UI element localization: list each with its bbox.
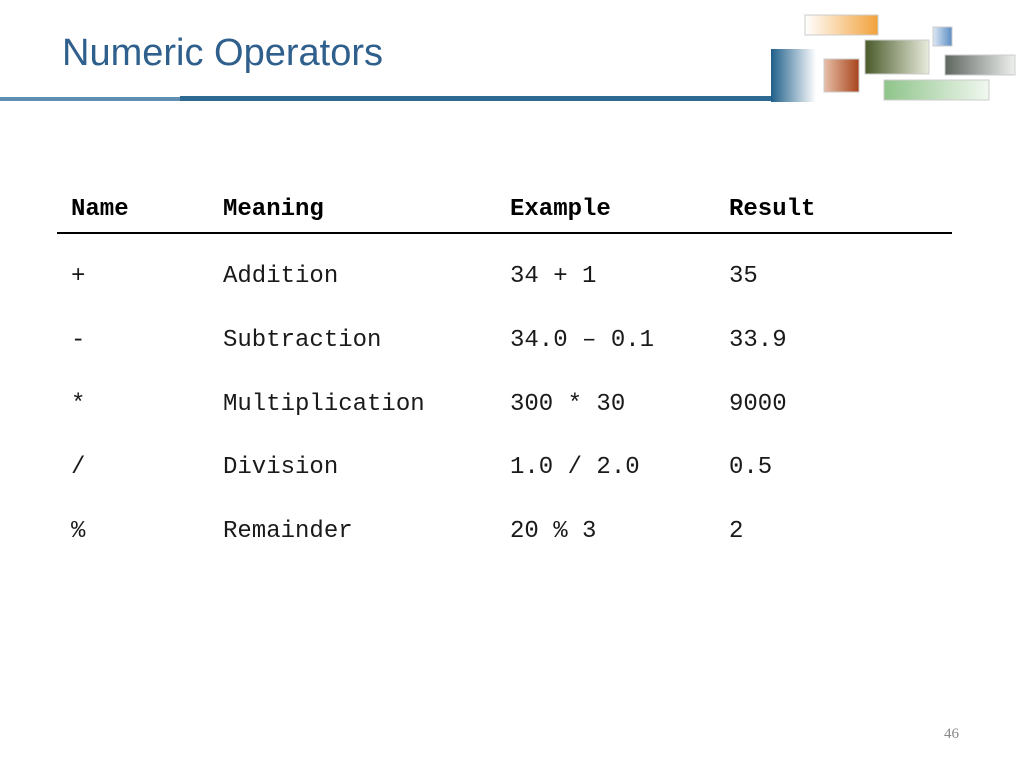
- table-cell: 33.9: [729, 326, 787, 354]
- table-cell: +: [71, 263, 86, 290]
- page-number: 46: [944, 726, 959, 742]
- table-cell: *: [71, 390, 86, 418]
- table-cell: %: [71, 518, 86, 546]
- table-cell: 34 + 1: [510, 263, 597, 290]
- table-cell: 0.5: [729, 454, 773, 482]
- table-cell: 300 * 30: [510, 390, 626, 418]
- deco-block: [864, 39, 930, 75]
- table-cell: 1.0 / 2.0: [510, 454, 640, 482]
- title-rule: [0, 97, 180, 101]
- table-cell: -: [71, 326, 86, 354]
- table-cell: 35: [729, 263, 758, 290]
- table-cell: Remainder: [223, 518, 353, 546]
- decoration: [0, 14, 1016, 102]
- table-cell: Division: [223, 454, 339, 482]
- deco-block: [804, 14, 879, 36]
- header-cell: Meaning: [223, 196, 324, 223]
- table-cell: Subtraction: [223, 326, 382, 354]
- header-rule: [57, 232, 952, 234]
- header-cell: Example: [510, 196, 611, 223]
- table-cell: /: [71, 454, 86, 482]
- table-cell: 20 % 3: [510, 518, 597, 546]
- table-cell: Addition: [223, 263, 339, 290]
- table-cell: 2: [729, 518, 744, 546]
- deco-block: [883, 79, 990, 101]
- slide-title: Numeric Operators: [62, 32, 383, 74]
- header-cell: Name: [71, 196, 129, 223]
- deco-block: [771, 49, 816, 102]
- header-cell: Result: [729, 196, 816, 223]
- deco-block: [944, 54, 1016, 76]
- deco-block: [823, 58, 860, 93]
- deco-block: [932, 26, 953, 47]
- table-cell: 34.0 – 0.1: [510, 326, 655, 354]
- table-cell: Multiplication: [223, 390, 425, 418]
- table-cell: 9000: [729, 390, 787, 418]
- title-rule: [180, 96, 780, 101]
